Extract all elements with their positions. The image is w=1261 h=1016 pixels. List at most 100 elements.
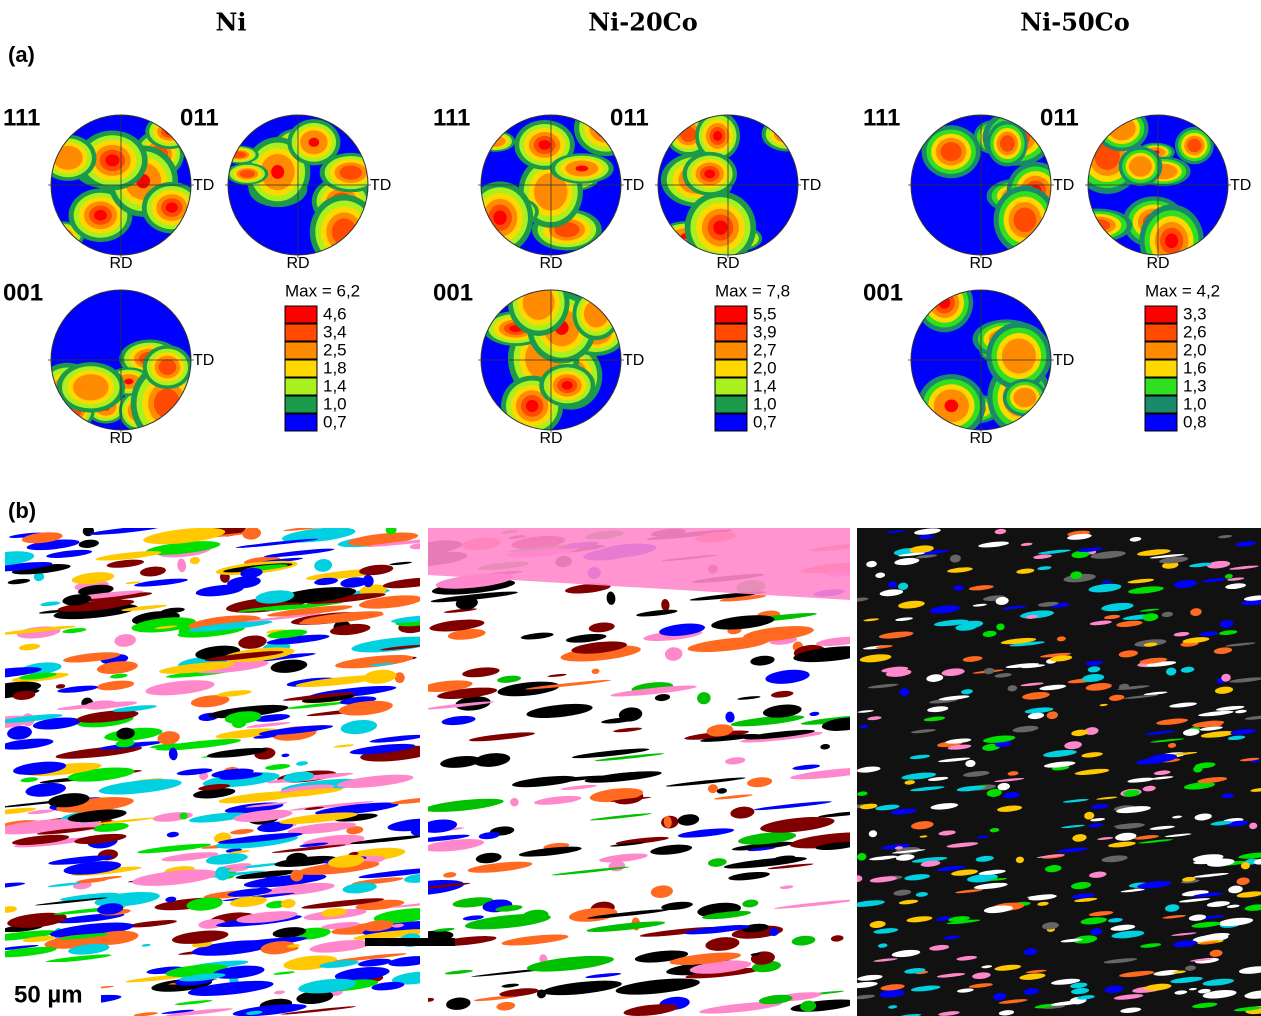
grain xyxy=(351,636,420,653)
grain xyxy=(981,965,993,969)
grain xyxy=(20,777,39,783)
rd-label: RD xyxy=(109,255,132,272)
grain xyxy=(522,909,549,922)
grain xyxy=(428,701,495,710)
grain xyxy=(357,958,392,967)
grain xyxy=(1120,888,1145,893)
legend-swatch xyxy=(714,413,748,432)
contour xyxy=(1013,207,1037,233)
grain xyxy=(771,690,794,698)
grain xyxy=(1202,990,1237,999)
contour xyxy=(308,137,320,147)
grain xyxy=(1113,994,1144,1000)
grain xyxy=(663,815,672,828)
grain xyxy=(94,891,160,907)
grain xyxy=(920,860,941,867)
grain xyxy=(178,973,226,982)
grain xyxy=(207,747,268,758)
grain xyxy=(245,613,323,622)
grain xyxy=(350,835,420,844)
grain xyxy=(743,626,814,642)
grain xyxy=(885,669,912,677)
grain xyxy=(898,552,925,557)
grain xyxy=(750,953,761,956)
grain xyxy=(49,922,134,938)
grain xyxy=(893,889,912,896)
grain xyxy=(899,688,910,697)
grain xyxy=(179,812,188,820)
grain xyxy=(270,788,343,798)
grain xyxy=(1074,897,1098,903)
grain xyxy=(7,912,67,928)
grain xyxy=(95,817,157,825)
grain xyxy=(146,966,185,975)
contour xyxy=(713,220,728,235)
grain xyxy=(5,906,17,913)
grain xyxy=(190,695,230,708)
grain xyxy=(158,661,235,674)
grain xyxy=(46,549,93,558)
grain xyxy=(994,673,1012,678)
grain xyxy=(857,710,874,713)
grain xyxy=(254,714,291,722)
grain xyxy=(965,759,976,768)
grain xyxy=(1217,534,1232,539)
contour xyxy=(124,378,134,385)
pole-label: 011 xyxy=(180,104,219,131)
grain xyxy=(1225,642,1256,647)
grain xyxy=(501,934,569,946)
grain xyxy=(711,615,775,630)
grain xyxy=(338,700,393,716)
grain xyxy=(1137,839,1174,844)
grain xyxy=(1183,782,1216,790)
contour xyxy=(1001,338,1036,374)
grain xyxy=(131,617,196,633)
grain xyxy=(1146,661,1177,667)
grain xyxy=(238,604,302,612)
grain xyxy=(664,647,683,661)
grain xyxy=(909,545,934,554)
grain xyxy=(585,972,622,979)
legend-label: 3,4 xyxy=(323,322,347,341)
grain xyxy=(760,816,835,833)
grain xyxy=(910,729,936,734)
grain xyxy=(1182,728,1200,736)
grain xyxy=(867,716,882,721)
rd-label: RD xyxy=(539,430,562,447)
grain xyxy=(947,567,973,573)
grain xyxy=(894,557,920,566)
legend-label: 2,6 xyxy=(1183,322,1207,341)
grain xyxy=(705,937,740,951)
grain xyxy=(218,832,303,844)
grain xyxy=(1037,549,1071,555)
ebsd-map xyxy=(5,528,420,1016)
grain xyxy=(5,625,77,635)
grain xyxy=(229,896,268,908)
grain xyxy=(116,727,135,740)
grain xyxy=(286,701,350,709)
grain xyxy=(972,603,987,607)
grain xyxy=(1009,641,1045,647)
grain xyxy=(1139,608,1160,612)
grain xyxy=(230,828,254,835)
grain xyxy=(177,558,187,573)
grain xyxy=(1107,917,1123,923)
grain xyxy=(1049,655,1073,662)
grain xyxy=(606,591,616,605)
grain xyxy=(497,675,522,683)
grain xyxy=(394,672,405,684)
legend-label: 1,3 xyxy=(1183,376,1207,395)
grain xyxy=(7,725,32,740)
contour xyxy=(51,228,74,243)
grain xyxy=(1087,666,1101,673)
grain xyxy=(120,604,168,611)
grain xyxy=(428,798,504,812)
legend-swatch xyxy=(1144,377,1178,396)
grain xyxy=(857,791,868,796)
grain xyxy=(1199,631,1218,637)
grain xyxy=(815,841,850,851)
grain xyxy=(1090,551,1126,559)
grain xyxy=(63,861,122,875)
grain xyxy=(723,857,807,869)
grain xyxy=(1024,707,1054,714)
